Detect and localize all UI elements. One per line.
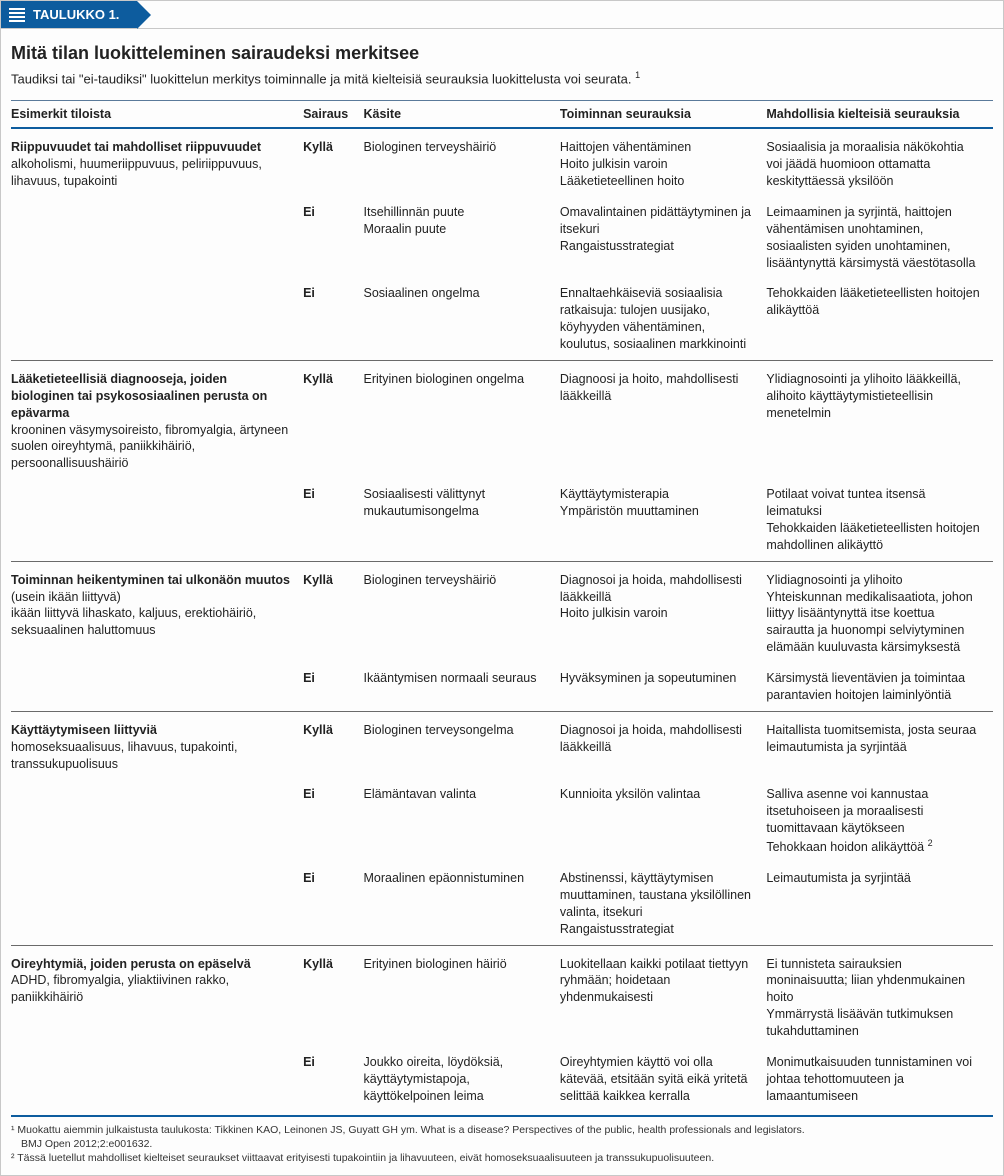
cell: Diagnoosi ja hoito, mahdollisesti lääkke… [560, 360, 766, 479]
table-row: EiSosiaalisesti välittynyt mukautumisong… [11, 479, 993, 561]
table-row: Lääketieteellisiä diagnooseja, joiden bi… [11, 360, 993, 479]
cell: Potilaat voivat tuntea itsensä leimatuks… [766, 479, 993, 561]
cell: Sosiaalinen ongelma [364, 278, 560, 360]
cell: Itsehillinnän puuteMoraalin puute [364, 197, 560, 279]
table-subtitle: Taudiksi tai "ei-taudiksi" luokittelun m… [11, 70, 993, 86]
cell: Biologinen terveyshäiriö [364, 128, 560, 197]
example-cell [11, 197, 303, 279]
example-cell: Lääketieteellisiä diagnooseja, joiden bi… [11, 360, 303, 479]
example-cell: Oireyhtymiä, joiden perusta on epäselväA… [11, 945, 303, 1047]
table-row: Oireyhtymiä, joiden perusta on epäselväA… [11, 945, 993, 1047]
table-row: EiElämäntavan valintaKunnioita yksilön v… [11, 779, 993, 863]
cell: Tehokkaiden lääketieteellisten hoitojen … [766, 278, 993, 360]
cell: Haitallista tuomitsemista, josta seuraa … [766, 711, 993, 779]
disease-cell: Ei [303, 278, 363, 360]
col-header: Toiminnan seurauksia [560, 101, 766, 129]
table-row: EiSosiaalinen ongelmaEnnaltaehkäiseviä s… [11, 278, 993, 360]
cell: Sosiaalisia ja moraalisia näkökohtia voi… [766, 128, 993, 197]
table-title: Mitä tilan luokitteleminen sairaudeksi m… [11, 43, 993, 64]
table-icon [9, 8, 25, 22]
cell: Haittojen vähentäminenHoito julkisin var… [560, 128, 766, 197]
disease-cell: Kyllä [303, 945, 363, 1047]
table-row: EiIkääntymisen normaali seurausHyväksymi… [11, 663, 993, 711]
example-cell: Käyttäytymiseen liittyviähomoseksuaalisu… [11, 711, 303, 779]
cell: Diagnosoi ja hoida, mahdollisesti lääkke… [560, 561, 766, 663]
table-row: Käyttäytymiseen liittyviähomoseksuaalisu… [11, 711, 993, 779]
cell: Biologinen terveysongelma [364, 711, 560, 779]
example-cell: Toiminnan heikentyminen tai ulkonäön muu… [11, 561, 303, 663]
cell: Joukko oireita, löydöksiä, käyttäytymist… [364, 1047, 560, 1116]
example-cell [11, 1047, 303, 1116]
cell: Biologinen terveyshäiriö [364, 561, 560, 663]
cell: Ylidiagnosointi ja ylihoito lääkkeillä, … [766, 360, 993, 479]
example-cell [11, 278, 303, 360]
cell: Ei tunnisteta sairauksien moninaisuutta;… [766, 945, 993, 1047]
table-row: EiJoukko oireita, löydöksiä, käyttäytymi… [11, 1047, 993, 1116]
table-inner: Mitä tilan luokitteleminen sairaudeksi m… [1, 29, 1003, 1175]
disease-cell: Kyllä [303, 360, 363, 479]
cell: Monimutkaisuuden tunnistaminen voi johta… [766, 1047, 993, 1116]
cell: Omavalintainen pidättäytyminen ja itseku… [560, 197, 766, 279]
disease-cell: Ei [303, 197, 363, 279]
table-row: EiMoraalinen epäonnistuminenAbstinenssi,… [11, 863, 993, 945]
cell: Hyväksyminen ja sopeutuminen [560, 663, 766, 711]
col-header: Sairaus [303, 101, 363, 129]
disease-cell: Kyllä [303, 711, 363, 779]
cell: Erityinen biologinen häiriö [364, 945, 560, 1047]
footnote-2: ² Tässä luetellut mahdolliset kielteiset… [11, 1151, 993, 1165]
tab-bar: TAULUKKO 1. [1, 1, 1003, 29]
subtitle-text: Taudiksi tai "ei-taudiksi" luokittelun m… [11, 71, 632, 86]
cell: Ikääntymisen normaali seuraus [364, 663, 560, 711]
table-row: Riippuvuudet tai mahdolliset riippuvuude… [11, 128, 993, 197]
tab-label: TAULUKKO 1. [33, 7, 119, 22]
disease-cell: Ei [303, 779, 363, 863]
cell: Elämäntavan valinta [364, 779, 560, 863]
disease-cell: Ei [303, 1047, 363, 1116]
cell: Kunnioita yksilön valintaa [560, 779, 766, 863]
cell: KäyttäytymisterapiaYmpäristön muuttamine… [560, 479, 766, 561]
table-row: EiItsehillinnän puuteMoraalin puuteOmava… [11, 197, 993, 279]
cell: Kärsimystä lieventävien ja toimintaa par… [766, 663, 993, 711]
footnote-1b: BMJ Open 2012;2:e001632. [11, 1137, 993, 1151]
col-header: Mahdollisia kielteisiä seurauksia [766, 101, 993, 129]
cell: Salliva asenne voi kannustaa itsetuhoise… [766, 779, 993, 863]
example-cell [11, 663, 303, 711]
footnotes: ¹ Muokattu aiemmin julkaistusta taulukos… [11, 1117, 993, 1168]
cell: Diagnosoi ja hoida, mahdollisesti lääkke… [560, 711, 766, 779]
cell: Ennaltaehkäiseviä sosiaalisia ratkaisuja… [560, 278, 766, 360]
disease-cell: Ei [303, 663, 363, 711]
col-header: Käsite [364, 101, 560, 129]
cell: Luokitellaan kaikki potilaat tiettyyn ry… [560, 945, 766, 1047]
disease-cell: Kyllä [303, 128, 363, 197]
disease-cell: Kyllä [303, 561, 363, 663]
example-cell [11, 863, 303, 945]
cell: Leimaaminen ja syrjintä, haittojen vähen… [766, 197, 993, 279]
example-cell: Riippuvuudet tai mahdolliset riippuvuude… [11, 128, 303, 197]
cell: Leimautumista ja syrjintää [766, 863, 993, 945]
disease-cell: Ei [303, 479, 363, 561]
example-cell [11, 779, 303, 863]
data-table: Esimerkit tiloista Sairaus Käsite Toimin… [11, 100, 993, 1116]
disease-cell: Ei [303, 863, 363, 945]
cell: Abstinenssi, käyttäytymisen muuttaminen,… [560, 863, 766, 945]
cell: Sosiaalisesti välittynyt mukautumisongel… [364, 479, 560, 561]
footnote-1a: ¹ Muokattu aiemmin julkaistusta taulukos… [11, 1123, 993, 1137]
header-row: Esimerkit tiloista Sairaus Käsite Toimin… [11, 101, 993, 129]
table-container: TAULUKKO 1. Mitä tilan luokitteleminen s… [0, 0, 1004, 1176]
cell: Ylidiagnosointi ja ylihoitoYhteiskunnan … [766, 561, 993, 663]
example-cell [11, 479, 303, 561]
cell: Moraalinen epäonnistuminen [364, 863, 560, 945]
subtitle-ref: 1 [635, 70, 640, 80]
cell: Erityinen biologinen ongelma [364, 360, 560, 479]
col-header: Esimerkit tiloista [11, 101, 303, 129]
cell: Oireyhtymien käyttö voi olla kätevää, et… [560, 1047, 766, 1116]
table-row: Toiminnan heikentyminen tai ulkonäön muu… [11, 561, 993, 663]
table-tab: TAULUKKO 1. [1, 1, 137, 28]
